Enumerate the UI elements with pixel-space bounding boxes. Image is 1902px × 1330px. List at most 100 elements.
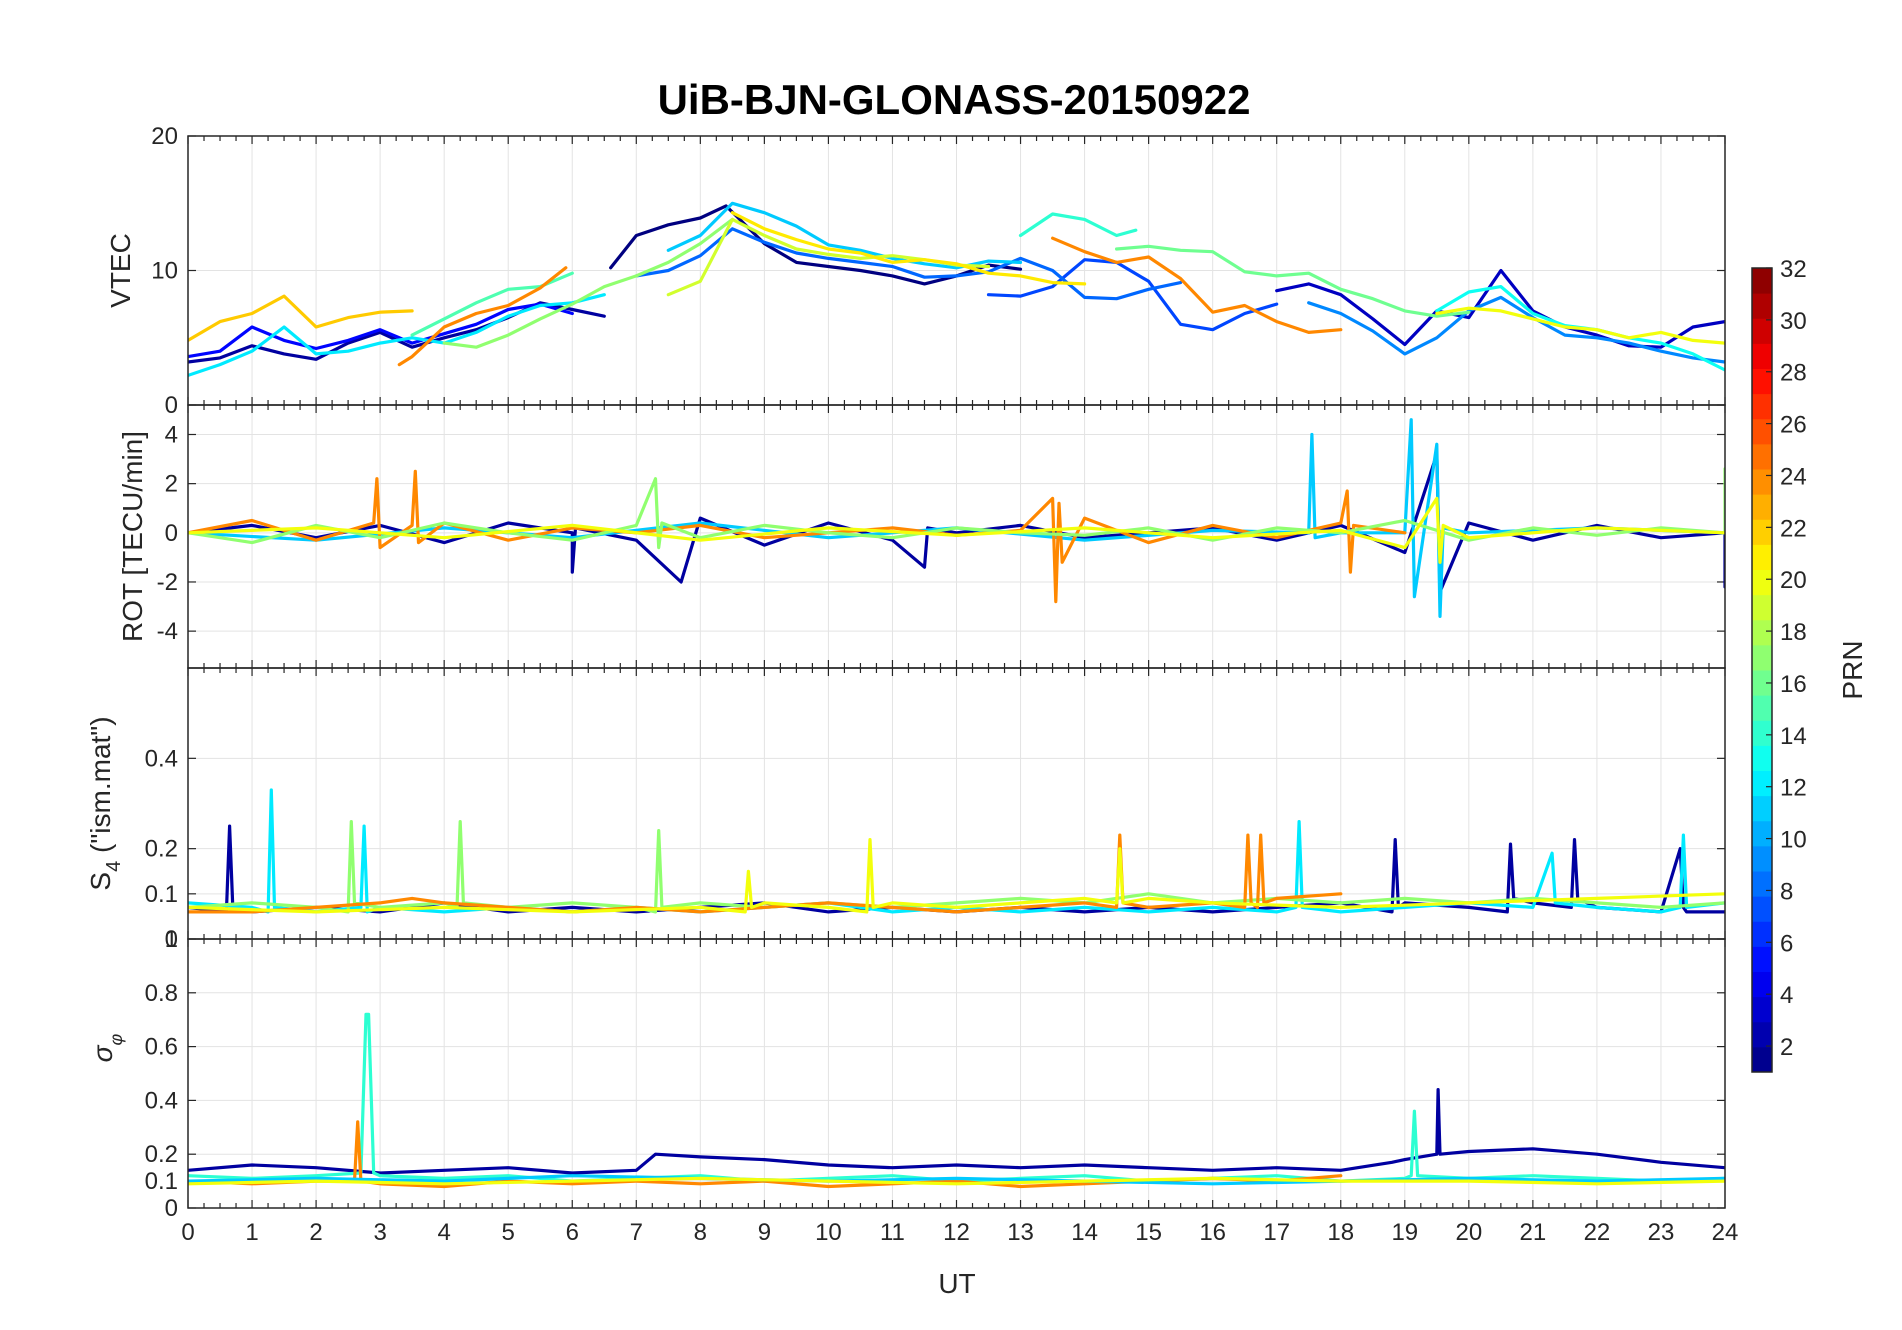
- series-line-prn-11: [666, 201, 1023, 270]
- x-tick-label: 2: [309, 1219, 322, 1246]
- panel-s4: 0 0.1 0.2 0.4 1 S4 ("ism.mat"): [85, 667, 1726, 953]
- colorbar-swatch: [1752, 720, 1772, 746]
- x-tick-label: 17: [1263, 1219, 1290, 1246]
- colorbar-tick-label: 26: [1780, 412, 1807, 439]
- colorbar-tick-label: 22: [1780, 515, 1807, 542]
- y-tick-label: 0: [165, 392, 178, 419]
- series-line-prn-11: [188, 1174, 1725, 1186]
- series-line-prn-8: [634, 227, 1183, 301]
- colorbar-swatch: [1752, 418, 1772, 445]
- colorbar-tick-label: 6: [1780, 930, 1793, 957]
- series-line-prn-11: [188, 418, 1725, 618]
- series-line-prn-20: [1435, 306, 1725, 345]
- x-tick-label: 20: [1455, 1219, 1482, 1246]
- colorbar-swatch: [1752, 971, 1772, 998]
- y-tick-label: 0.6: [145, 1034, 178, 1061]
- series-line-prn-2: [188, 452, 1725, 594]
- colorbar-tick-label: 30: [1780, 308, 1807, 335]
- y-axis-label-sub: φ: [106, 1033, 126, 1045]
- x-tick-label: 3: [373, 1219, 386, 1246]
- colorbar-swatch: [1752, 946, 1772, 972]
- series-group: [188, 418, 1725, 618]
- colorbar-swatch: [1752, 443, 1772, 470]
- x-tick-label: 6: [566, 1219, 579, 1246]
- series-line-prn-21: [730, 211, 1087, 286]
- colorbar-swatch: [1752, 670, 1772, 696]
- y-tick-label: 0.1: [145, 1168, 178, 1195]
- colorbar-swatch: [1752, 343, 1772, 369]
- series-line-prn-17: [442, 217, 734, 349]
- colorbar-swatch: [1752, 1021, 1772, 1048]
- y-axis-label-main: S: [85, 872, 116, 891]
- y-tick-label: 1: [165, 926, 178, 953]
- colorbar-swatch: [1752, 619, 1772, 646]
- x-tick-label: 18: [1327, 1219, 1354, 1246]
- colorbar-tick-label: 8: [1780, 878, 1793, 905]
- panel-rot: -4 -2 0 2 4 ROT [TECU/min]: [117, 404, 1726, 669]
- y-axis-label: ROT [TECU/min]: [117, 431, 148, 642]
- colorbar-swatch: [1752, 519, 1772, 545]
- x-tick-label: 8: [694, 1219, 707, 1246]
- y-axis-label: VTEC: [105, 233, 136, 308]
- colorbar-tick-label: 2: [1780, 1034, 1793, 1061]
- series-line-prn-22: [188, 294, 414, 342]
- colorbar-tick-label: 12: [1780, 775, 1807, 802]
- y-tick-label: 0.2: [145, 836, 178, 863]
- x-tick-label: 15: [1135, 1219, 1162, 1246]
- colorbar-swatch: [1752, 921, 1772, 947]
- colorbar-swatch: [1752, 318, 1772, 344]
- colorbar-swatch: [1752, 695, 1772, 721]
- x-tick-label: 9: [758, 1219, 771, 1246]
- x-tick-label: 0: [181, 1219, 194, 1246]
- colorbar-swatch: [1752, 896, 1772, 922]
- y-axis-label-rest: ("ism.mat"): [85, 716, 116, 860]
- x-tick-label: 16: [1199, 1219, 1226, 1246]
- colorbar-tick-label: 24: [1780, 463, 1807, 490]
- colorbar-swatch: [1752, 569, 1772, 596]
- series-group: [188, 201, 1725, 377]
- y-axis-label-main: σ: [87, 1044, 118, 1062]
- y-axis-label-sub: 4: [103, 861, 125, 872]
- x-tick-label: 13: [1007, 1219, 1034, 1246]
- series-line-prn-7: [986, 258, 1279, 332]
- y-axis-label: σφ: [87, 1033, 126, 1062]
- series-line-prn-20: [188, 1176, 1725, 1186]
- colorbar-tick-label: 28: [1780, 360, 1807, 387]
- colorbar-swatch: [1752, 293, 1772, 319]
- chart-title: UiB-BJN-GLONASS-20150922: [658, 76, 1251, 123]
- series-group: [188, 788, 1725, 914]
- panel-sigma_phi: 00.10.2 0.4 0.6 0.8 σφ: [87, 938, 1726, 1222]
- y-tick-label: -4: [157, 618, 178, 645]
- colorbar-swatch: [1752, 469, 1772, 495]
- series-line-prn-3: [1275, 268, 1725, 349]
- y-tick-label: 0.4: [145, 1087, 178, 1114]
- colorbar-tick-label: 32: [1780, 256, 1807, 283]
- y-tick-label: 10: [151, 258, 178, 285]
- panel-vtec: 0 10 20 VTEC: [105, 123, 1726, 419]
- y-tick-label: 0: [165, 1195, 178, 1222]
- x-tick-label: 5: [502, 1219, 515, 1246]
- colorbar-swatch: [1752, 393, 1772, 420]
- y-tick-label: 20: [151, 123, 178, 150]
- colorbar-tick-label: 4: [1780, 982, 1793, 1009]
- y-tick-label: 0: [165, 926, 178, 953]
- colorbar-tick-label: 20: [1780, 567, 1807, 594]
- colorbar-swatch: [1752, 845, 1772, 872]
- series-line-prn-5: [188, 302, 574, 359]
- colorbar-tick-label: 10: [1780, 827, 1807, 854]
- series-line-prn-24: [397, 266, 568, 367]
- y-tick-label: -2: [157, 569, 178, 596]
- colorbar-swatch: [1752, 368, 1772, 395]
- series-line-prn-20: [188, 838, 1725, 914]
- colorbar-label: PRN: [1837, 640, 1868, 699]
- x-tick-label: 7: [630, 1219, 643, 1246]
- colorbar-swatch: [1752, 871, 1772, 897]
- x-tick-label: 22: [1584, 1219, 1611, 1246]
- y-tick-label: 0.1: [145, 881, 178, 908]
- x-tick-label: 19: [1391, 1219, 1418, 1246]
- panel-frame: [187, 938, 1726, 1209]
- colorbar-tick-label: 16: [1780, 671, 1807, 698]
- y-tick-label: 0.4: [145, 745, 178, 772]
